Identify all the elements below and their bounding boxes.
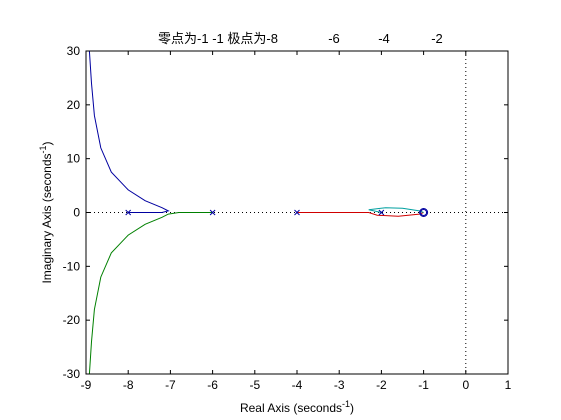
pole-marker-1 [125, 209, 132, 216]
pole-marker-4 [378, 209, 385, 216]
x-tick-label: -6 [207, 378, 218, 392]
y-tick-label: 30 [67, 44, 81, 58]
zero-marker-2 [420, 209, 428, 216]
x-tick-label: 0 [462, 378, 469, 392]
x-tick-label: -3 [334, 378, 345, 392]
title-extra-label: -6 [328, 31, 340, 46]
title-extra-label: -4 [378, 31, 390, 46]
chart-title: 零点为-1 -1 极点为-8 [158, 31, 278, 46]
title-extra-label: -2 [431, 31, 443, 46]
y-tick-label: 10 [67, 152, 81, 166]
x-axis-label: Real Axis (seconds-1) [240, 399, 354, 415]
locus-branch-1 [88, 50, 170, 213]
x-tick-label: 1 [505, 378, 512, 392]
pole-marker-3 [294, 209, 300, 216]
locus-branch-2 [88, 212, 213, 375]
x-tick-label: -5 [249, 378, 260, 392]
zero-marker-1 [419, 208, 429, 217]
pole-marker-2 [209, 209, 216, 216]
y-tick-label: -20 [63, 313, 81, 327]
x-tick-label: -4 [292, 378, 303, 392]
y-tick-label: -30 [63, 367, 81, 381]
y-tick-label: 0 [73, 206, 80, 220]
x-tick-label: -9 [81, 378, 92, 392]
x-tick-label: -8 [123, 378, 134, 392]
x-tick-label: -2 [376, 378, 387, 392]
y-axis-label: Imaginary Axis (seconds-1) [38, 141, 54, 283]
y-tick-label: 20 [67, 98, 81, 112]
y-tick-label: -10 [63, 259, 81, 273]
x-tick-label: -1 [418, 378, 429, 392]
x-tick-label: -7 [165, 378, 176, 392]
